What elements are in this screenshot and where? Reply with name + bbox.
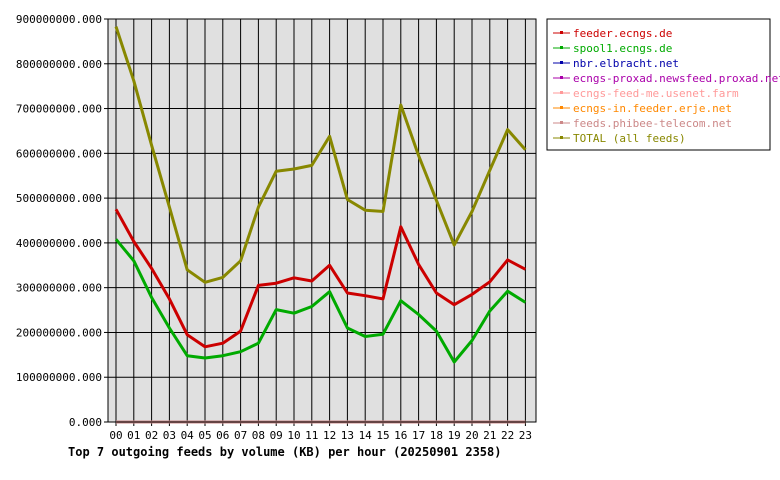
- x-tick-label: 13: [341, 429, 354, 442]
- legend-swatch-marker: [560, 31, 563, 34]
- legend-label: feeder.ecngs.de: [573, 27, 672, 40]
- x-tick-label: 00: [109, 429, 122, 442]
- legend-label: ecngs-feed-me.usenet.farm: [573, 87, 739, 100]
- series-line: [114, 238, 527, 364]
- x-tick-label: 23: [519, 429, 532, 442]
- legend-swatch-marker: [560, 76, 563, 79]
- legend-swatch-marker: [560, 61, 563, 64]
- x-axis-ticks: 00 01 02 03 04 05 06 07 08 09 10 11 12 13 14 15 16 17 18 19…: [109, 422, 532, 442]
- legend-label: ecngs-proxad.newsfeed.proxad.net: [573, 72, 780, 85]
- y-tick-label: 500000000.000: [16, 192, 102, 205]
- x-tick-label: 05: [198, 429, 211, 442]
- legend: feeder.ecngs.de spool1.ecngs.de nbr.elbrac…: [546, 18, 780, 151]
- x-tick-label: 19: [448, 429, 461, 442]
- x-tick-label: 17: [412, 429, 425, 442]
- x-tick-label: 01: [127, 429, 140, 442]
- y-tick-label: 900000000.000: [16, 13, 102, 26]
- x-tick-label: 22: [501, 429, 514, 442]
- x-tick-label: 04: [181, 429, 195, 442]
- x-tick-label: 02: [145, 429, 158, 442]
- legend-label: nbr.elbracht.net: [573, 57, 679, 70]
- legend-label: TOTAL (all feeds): [573, 132, 686, 145]
- x-tick-label: 12: [323, 429, 336, 442]
- x-tick-label: 16: [394, 429, 407, 442]
- legend-swatch-marker: [560, 106, 563, 109]
- plot-area: [108, 19, 536, 422]
- y-tick-label: 0.000: [69, 416, 102, 429]
- y-tick-label: 600000000.000: [16, 147, 102, 160]
- y-tick-label: 700000000.000: [16, 103, 102, 116]
- x-tick-label: 09: [270, 429, 283, 442]
- chart-title: Top 7 outgoing feeds by volume (KB) per …: [68, 445, 501, 459]
- legend-swatch-marker: [560, 136, 563, 139]
- legend-label: feeds.phibee-telecom.net: [573, 117, 732, 130]
- x-tick-label: 11: [305, 429, 318, 442]
- x-tick-label: 10: [287, 429, 300, 442]
- x-tick-label: 15: [376, 429, 389, 442]
- x-tick-label: 18: [430, 429, 443, 442]
- x-tick-label: 14: [359, 429, 373, 442]
- legend-swatch-marker: [560, 91, 563, 94]
- x-tick-label: 21: [483, 429, 496, 442]
- x-tick-label: 06: [216, 429, 229, 442]
- series-line: [114, 208, 527, 349]
- legend-label: spool1.ecngs.de: [573, 42, 672, 55]
- y-tick-label: 300000000.000: [16, 282, 102, 295]
- y-tick-label: 400000000.000: [16, 237, 102, 250]
- legend-swatch-marker: [560, 121, 563, 124]
- series-line: [114, 26, 527, 284]
- x-tick-label: 20: [465, 429, 478, 442]
- x-tick-label: 03: [163, 429, 176, 442]
- x-tick-label: 07: [234, 429, 247, 442]
- y-axis-ticks: 0.000 100000000.000 200000000.000 300000000…: [16, 13, 108, 429]
- plot-border: [107, 18, 537, 423]
- y-tick-label: 200000000.000: [16, 326, 102, 339]
- legend-box: [546, 18, 771, 151]
- legend-swatch-marker: [560, 46, 563, 49]
- y-tick-label: 100000000.000: [16, 371, 102, 384]
- legend-label: ecngs-in.feeder.erje.net: [573, 102, 732, 115]
- x-tick-label: 08: [252, 429, 265, 442]
- y-tick-label: 800000000.000: [16, 58, 102, 71]
